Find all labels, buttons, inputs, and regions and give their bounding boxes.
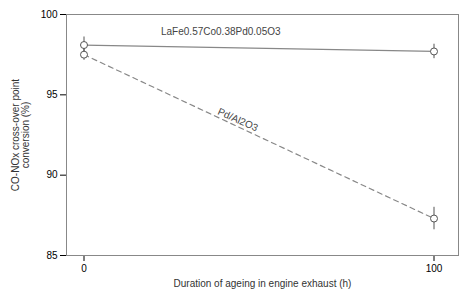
svg-text:Pd/Al2O3: Pd/Al2O3 bbox=[216, 106, 260, 134]
svg-text:100: 100 bbox=[41, 9, 58, 20]
svg-text:100: 100 bbox=[426, 263, 443, 274]
svg-text:95: 95 bbox=[46, 89, 58, 100]
svg-text:0: 0 bbox=[81, 263, 87, 274]
svg-text:90: 90 bbox=[46, 169, 58, 180]
svg-text:LaFe0.57Co0.38Pd0.05O3: LaFe0.57Co0.38Pd0.05O3 bbox=[161, 26, 281, 37]
svg-text:85: 85 bbox=[46, 250, 58, 261]
svg-text:CO-NOx cross-over pointconvers: CO-NOx cross-over pointconversion (%) bbox=[10, 79, 31, 191]
svg-text:Duration of ageing in engine e: Duration of ageing in engine exhaust (h) bbox=[174, 278, 352, 289]
